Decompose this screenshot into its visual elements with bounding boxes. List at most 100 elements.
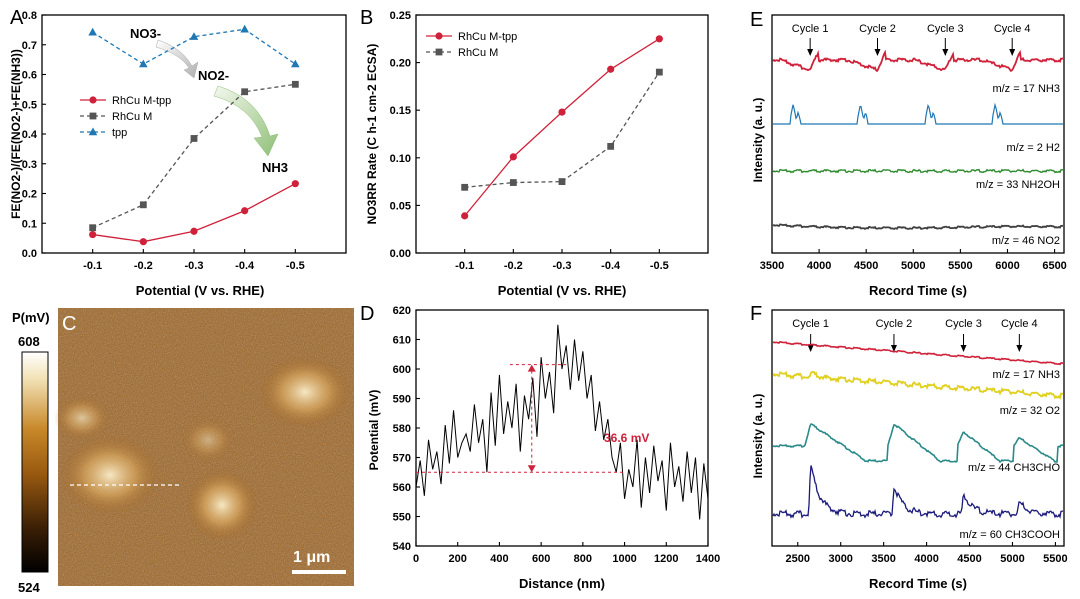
panel-f-y-title: Intensity (a. u.) <box>751 394 765 479</box>
annotation-no3: NO3- <box>130 26 161 41</box>
panel-b-legend: RhCu M-tpp RhCu M <box>426 31 517 59</box>
panel-b-series-1-point <box>509 179 517 186</box>
panel-e-trace-label: m/z = 17 NH3 <box>992 83 1060 95</box>
panel-e-cycle-arrowhead <box>807 49 814 56</box>
panel-b-y-tick-label: 0.25 <box>390 10 411 22</box>
panel-a-y-title: FE(NO2-)/(FE(NO2-)+FE(NH3)) <box>9 49 23 219</box>
delta-potential-label: 36.6 mV <box>604 431 649 445</box>
panel-f-x-tick-label: 2500 <box>786 553 810 565</box>
panel-b-x-title: Potential (V vs. RHE) <box>498 283 627 298</box>
panel-f-cycle-label: Cycle 4 <box>1001 318 1038 330</box>
particle-4 <box>186 469 258 541</box>
panel-a-series-1-point <box>241 88 249 96</box>
panel-d-x-title: Distance (nm) <box>519 576 605 591</box>
scale-bar <box>292 570 346 574</box>
panel-b-series-1-line <box>464 71 660 188</box>
panel-f-x-tick-label: 3500 <box>871 553 895 565</box>
panel-f-x-tick-label: 5000 <box>1000 553 1024 565</box>
panel-e-x-tick-label: 6500 <box>1042 260 1066 272</box>
panel-f-trace-label: m/z = 32 O2 <box>1000 405 1060 417</box>
panel-e-cycle-label: Cycle 2 <box>859 23 896 35</box>
panel-e-trace-h2 <box>773 102 1063 125</box>
panel-d-delta-arrowhead-down <box>527 465 536 473</box>
panel-b-legend-label-0: RhCu M-tpp <box>458 31 517 43</box>
panel-a-x-tick-label: -0.1 <box>83 260 102 272</box>
panel-a-y-tick-label: 0.5 <box>22 99 37 111</box>
panel-d-y-tick-label: 590 <box>393 394 411 406</box>
panel-c: P(mV) 608 524 C 1 μm <box>12 308 354 595</box>
colorbar <box>21 351 49 573</box>
panel-f-trace-ch3cooh <box>772 465 1064 519</box>
panel-d-x-tick-label: 800 <box>574 553 592 565</box>
panel-f-cycle-arrowhead <box>807 345 814 352</box>
panel-a-series-2-line <box>92 28 296 65</box>
panel-a-y-tick-label: 0.7 <box>22 40 37 52</box>
particle-5 <box>182 418 234 462</box>
panel-a-x-tick-label: -0.3 <box>185 260 204 272</box>
panel-a-x-title: Potential (V vs. RHE) <box>136 283 265 298</box>
panel-a-series-1-line <box>92 83 296 229</box>
panel-f-x-title: Record Time (s) <box>869 576 967 591</box>
panel-d-x-tick-label: 400 <box>490 553 508 565</box>
reaction-arrow-no2-to-nh3 <box>213 85 279 157</box>
panel-a-legend-marker-2 <box>88 127 98 136</box>
panel-b-series-1-point <box>655 68 663 76</box>
panel-e-x-tick-label: 5500 <box>948 260 972 272</box>
panel-d-x-tick-label: 200 <box>449 553 467 565</box>
panel-a-series-1-point <box>190 135 198 142</box>
panel-a-series-0-point <box>89 230 97 239</box>
panel-f-cycle-arrowhead <box>1016 345 1023 352</box>
panel-b-label: B <box>360 7 373 29</box>
panel-f-trace-ch3cho <box>772 423 1064 464</box>
panel-a-y-tick-label: 0.2 <box>22 189 37 201</box>
particle-2 <box>54 396 110 440</box>
panel-f-plot-frame <box>771 309 1065 547</box>
panel-b-x-tick-label: -0.4 <box>601 260 621 272</box>
panel-e-trace-label: m/z = 2 H2 <box>1007 142 1061 154</box>
panel-a-y-tick-label: 0.1 <box>22 218 37 230</box>
panel-a-series-1-point <box>89 224 97 232</box>
panel-d-x-tick-label: 1200 <box>654 553 678 565</box>
panel-a-legend: RhCu M-tpp RhCu M tpp <box>80 95 171 139</box>
panel-d-y-tick-label: 540 <box>393 541 411 553</box>
panel-d-y-tick-label: 610 <box>393 335 411 347</box>
panel-e-x-tick-label: 6000 <box>995 260 1019 272</box>
panel-a-legend-label-0: RhCu M-tpp <box>112 95 171 107</box>
panel-d-y-tick-label: 550 <box>393 512 411 524</box>
panel-a-x-tick-label: -0.2 <box>134 260 153 272</box>
colorbar-min: 524 <box>18 580 40 595</box>
panel-d-x-tick-label: 1000 <box>612 553 636 565</box>
annotation-no2: NO2- <box>198 68 229 83</box>
panel-a-series-2-point <box>88 27 97 36</box>
panel-f-trace-label: m/z = 60 CH3COOH <box>959 529 1060 541</box>
panel-f-x-tick-label: 3000 <box>828 553 852 565</box>
panel-a-y-tick-label: 0.0 <box>22 248 37 260</box>
panel-a-series-2-point <box>240 24 249 33</box>
panel-e-trace-nh3 <box>772 49 1064 73</box>
panel-b-legend-label-1: RhCu M <box>458 47 498 59</box>
panel-d-y-tick-label: 620 <box>393 305 411 317</box>
panel-a-legend-label-2: tpp <box>112 127 127 139</box>
colorbar-max: 608 <box>18 334 40 349</box>
panel-d-plot-frame <box>415 309 709 547</box>
panel-f-trace-label: m/z = 44 CH3CHO <box>968 462 1060 474</box>
panel-a-x-tick-label: -0.4 <box>235 260 255 272</box>
panel-a-legend-marker-0 <box>89 96 97 104</box>
panel-e-label: E <box>750 9 763 31</box>
panel-d-label: D <box>360 303 374 325</box>
panel-f-cycle-label: Cycle 3 <box>945 318 982 330</box>
panel-b-y-title: NO3RR Rate (C h-1 cm-2 ECSA) <box>365 44 379 225</box>
panel-b-series-1-point <box>461 183 469 191</box>
panel-f-x-tick-label: 4000 <box>914 553 938 565</box>
panel-f-trace-label: m/z = 17 NH3 <box>992 369 1060 381</box>
panel-d-x-tick-label: 1400 <box>696 553 720 565</box>
panel-b-series-1-point <box>558 178 566 185</box>
panel-d-y-tick-label: 560 <box>393 482 411 494</box>
panel-b-series-0-line <box>464 38 660 217</box>
panel-a-series-2-point <box>291 59 300 68</box>
panel-e-trace-label: m/z = 46 NO2 <box>992 235 1060 247</box>
panel-e-y-title: Intensity (a. u.) <box>751 98 765 183</box>
panel-b-x-tick-label: -0.1 <box>455 260 474 272</box>
panel-e-cycle-label: Cycle 3 <box>927 23 964 35</box>
panel-d-y-title: Potential (mV) <box>367 390 381 471</box>
